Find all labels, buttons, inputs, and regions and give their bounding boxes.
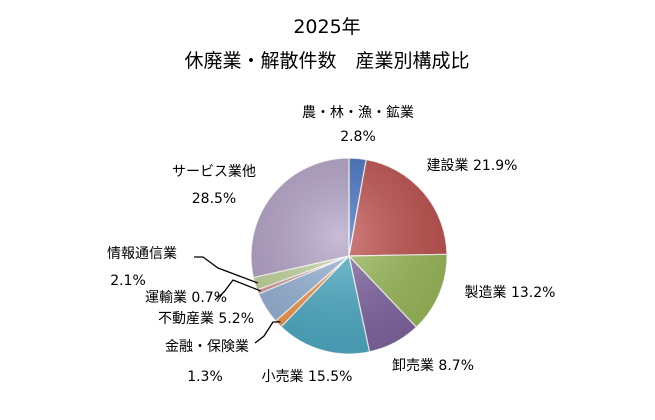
slice-label-4: 卸売業 8.7%	[392, 358, 474, 374]
slice-label-6: 金融・保険業	[165, 339, 249, 355]
pie-slice-10	[250, 157, 350, 279]
leader-line-info	[194, 256, 259, 284]
slice-label-7: 不動産業 5.2%	[158, 311, 254, 327]
slice-labels: 農・林・漁・鉱業 2.8% 建設業 21.9% 製造業 13.2% 卸売業 8.7% 小売…	[107, 104, 555, 385]
leader-line-finance	[254, 321, 281, 344]
slice-label-5: 小売業 15.5%	[262, 369, 353, 385]
slice-label-10: サービス業他	[172, 164, 256, 180]
slice-label-1: 農・林・漁・鉱業	[302, 104, 414, 121]
slice-value-10: 28.5%	[192, 191, 236, 207]
slice-label-8: 運輸業 0.7%	[145, 290, 227, 306]
leader-lines	[194, 256, 281, 344]
leader-line-transport	[214, 279, 261, 301]
slice-label-9: 情報通信業	[107, 246, 177, 262]
slice-value-9: 2.1%	[110, 273, 146, 289]
pie-slices	[250, 157, 448, 355]
slice-label-3: 製造業 13.2%	[465, 285, 556, 301]
chart-title: 2025年	[293, 16, 360, 38]
slice-value-6: 1.3%	[187, 369, 223, 385]
slice-label-2: 建設業 21.9%	[427, 158, 518, 174]
slice-value-1: 2.8%	[340, 129, 376, 145]
chart-subtitle: 休廃業・解散件数 産業別構成比	[184, 50, 469, 72]
